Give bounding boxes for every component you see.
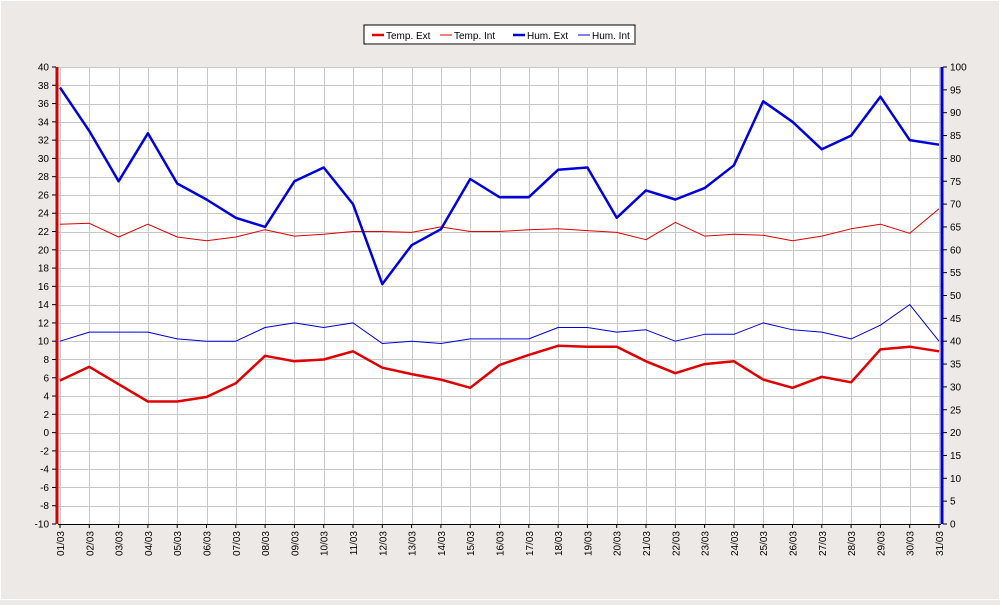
legend-items: Temp. Ext Temp. Int Hum. Ext Hum. Int — [372, 31, 630, 42]
right-axis-tick-label: 100 — [950, 63, 967, 74]
left-axis-tick-label: 20 — [38, 245, 50, 256]
left-axis-tick-label: 24 — [38, 209, 50, 220]
x-axis-tick-label: 01/03 — [56, 531, 67, 556]
x-axis-tick-label: 05/03 — [173, 531, 184, 556]
x-axis-tick-label: 30/03 — [906, 531, 917, 556]
x-axis-tick-label: 15/03 — [466, 531, 477, 556]
axes: -10-8-6-4-202468101214161820222426283032… — [35, 63, 968, 557]
left-axis-tick-label: 6 — [43, 373, 49, 384]
x-axis-tick-label: 02/03 — [85, 531, 96, 556]
right-axis-tick-label: 95 — [950, 85, 962, 96]
x-axis-tick-label: 27/03 — [818, 531, 829, 556]
left-axis-tick-label: 32 — [38, 136, 50, 147]
left-axis-tick-label: -8 — [40, 501, 49, 512]
right-axis-tick-label: 35 — [950, 360, 962, 371]
x-axis-tick-label: 24/03 — [730, 531, 741, 556]
right-axis-tick-label: 75 — [950, 177, 962, 188]
series-layer — [58, 86, 940, 403]
x-axis-tick-label: 06/03 — [203, 531, 214, 556]
left-axis-tick-label: -2 — [40, 446, 49, 457]
series-line-hum-int — [59, 304, 940, 344]
left-axis-tick-label: 16 — [38, 282, 50, 293]
x-axis-tick-label: 09/03 — [290, 531, 301, 556]
left-axis-tick-label: 4 — [43, 392, 49, 403]
right-axis-tick-label: 25 — [950, 405, 962, 416]
x-axis-tick-label: 11/03 — [349, 531, 360, 556]
x-axis-tick-label: 07/03 — [232, 531, 243, 556]
left-axis-tick-label: 36 — [38, 99, 50, 110]
right-axis-tick-label: 50 — [950, 291, 962, 302]
left-axis-tick-label: 40 — [38, 63, 50, 74]
left-axis-tick-label: 18 — [38, 264, 50, 275]
right-axis-tick-label: 15 — [950, 451, 962, 462]
legend-label: Temp. Int — [454, 31, 495, 42]
x-axis-tick-label: 21/03 — [642, 531, 653, 556]
left-axis-tick-label: -6 — [40, 483, 49, 494]
series-line-temp-int — [59, 208, 940, 242]
left-axis-tick-label: 28 — [38, 172, 50, 183]
x-axis-tick-label: 31/03 — [935, 531, 946, 556]
x-axis-tick-label: 17/03 — [525, 531, 536, 556]
x-axis-tick-label: 26/03 — [789, 531, 800, 556]
left-axis-tick-label: 26 — [38, 190, 50, 201]
right-axis-tick-label: 55 — [950, 268, 962, 279]
legend-label: Hum. Ext — [527, 31, 568, 42]
x-axis-tick-label: 22/03 — [671, 531, 682, 556]
right-axis-tick-label: 60 — [950, 245, 962, 256]
x-axis-tick-label: 29/03 — [876, 531, 887, 556]
legend-shadow — [366, 43, 636, 45]
right-axis-tick-label: 70 — [950, 200, 962, 211]
left-axis-tick-label: 10 — [38, 337, 50, 348]
legend-label: Temp. Ext — [386, 31, 431, 42]
right-axis-tick-label: 90 — [950, 108, 962, 119]
x-axis-tick-label: 03/03 — [115, 531, 126, 556]
left-axis-tick-label: -10 — [35, 520, 50, 531]
right-axis-tick-label: 5 — [950, 497, 956, 508]
x-axis-tick-label: 16/03 — [496, 531, 507, 556]
right-axis-tick-label: 0 — [950, 520, 956, 531]
x-axis-tick-label: 08/03 — [261, 531, 272, 556]
x-axis-tick-label: 12/03 — [378, 531, 389, 556]
right-axis-tick-label: 30 — [950, 382, 962, 393]
left-axis-tick-label: 22 — [38, 227, 50, 238]
series-line-hum-ext — [58, 86, 940, 286]
grid — [58, 67, 941, 525]
left-axis-tick-label: 38 — [38, 81, 50, 92]
x-axis-tick-label: 13/03 — [408, 531, 419, 556]
x-axis-tick-label: 19/03 — [583, 531, 594, 556]
left-axis-tick-label: 34 — [38, 117, 50, 128]
right-axis-tick-label: 20 — [950, 428, 962, 439]
left-axis-tick-label: 30 — [38, 154, 50, 165]
left-axis-tick-label: -4 — [40, 465, 49, 476]
x-axis-tick-label: 18/03 — [554, 531, 565, 556]
right-axis-tick-label: 10 — [950, 474, 962, 485]
left-axis-tick-label: 2 — [43, 410, 49, 421]
legend: Temp. Ext Temp. Int Hum. Ext Hum. Int — [363, 24, 636, 45]
legend-label: Hum. Int — [592, 31, 630, 42]
x-axis-tick-label: 14/03 — [437, 531, 448, 556]
left-axis-tick-label: 14 — [38, 300, 50, 311]
series-line-temp-ext — [59, 344, 940, 403]
x-axis-tick-label: 28/03 — [847, 531, 858, 556]
x-axis-tick-label: 23/03 — [701, 531, 712, 556]
x-axis-tick-label: 10/03 — [320, 531, 331, 556]
right-axis-tick-label: 45 — [950, 314, 962, 325]
left-axis-tick-label: 8 — [43, 355, 49, 366]
left-axis-tick-label: 0 — [43, 428, 49, 439]
right-axis-tick-label: 65 — [950, 222, 962, 233]
legend-shadow — [634, 27, 636, 45]
right-axis-tick-label: 40 — [950, 337, 962, 348]
x-axis-tick-label: 25/03 — [759, 531, 770, 556]
x-axis-tick-label: 20/03 — [613, 531, 624, 556]
right-axis-tick-label: 85 — [950, 131, 962, 142]
right-axis-tick-label: 80 — [950, 154, 962, 165]
left-axis-tick-label: 12 — [38, 318, 50, 329]
x-axis-tick-label: 04/03 — [144, 531, 155, 556]
